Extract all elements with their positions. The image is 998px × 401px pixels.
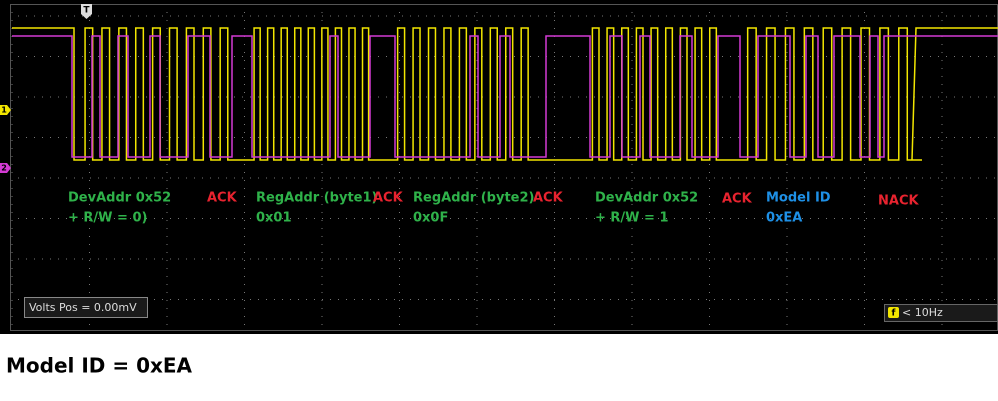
trigger-icon (888, 307, 899, 318)
annotation: DevAddr 0x52 (68, 191, 171, 206)
trigger-frequency: < 10Hz (902, 306, 943, 319)
volts-pos-box (24, 297, 148, 318)
annotation: Model ID (766, 191, 831, 206)
annotation: DevAddr 0x52 (595, 191, 698, 206)
ch2-marker (0, 163, 11, 173)
caption: Model ID = 0xEA (6, 354, 193, 378)
ch1-marker-label: 1 (1, 106, 7, 115)
volts-pos: Volts Pos = 0.00mV (29, 301, 137, 314)
waveforms (12, 27, 998, 161)
annotation: ACK (533, 191, 564, 206)
annotation: + R/W = 0) (68, 211, 147, 226)
annotation: NACK (878, 194, 919, 209)
annotation: ACK (722, 192, 753, 207)
trigger-marker-label: T (83, 6, 90, 16)
annotation: RegAddr (byte2) (413, 191, 534, 206)
annotation: 0x01 (256, 211, 292, 226)
trigger-icon-label: f (892, 309, 896, 319)
annotation: ACK (207, 191, 238, 206)
annotation: RegAddr (byte1) (256, 191, 377, 206)
scl-wave (12, 27, 998, 161)
annotation: 0x0F (413, 211, 448, 226)
sda-wave (12, 35, 998, 158)
annotation: + R/W = 1 (595, 211, 669, 226)
ch2-marker-label: 2 (1, 164, 7, 173)
annotation: 0xEA (766, 211, 802, 226)
ch1-marker (0, 105, 11, 115)
trigger-marker (81, 4, 92, 19)
annotation: ACK (373, 191, 404, 206)
